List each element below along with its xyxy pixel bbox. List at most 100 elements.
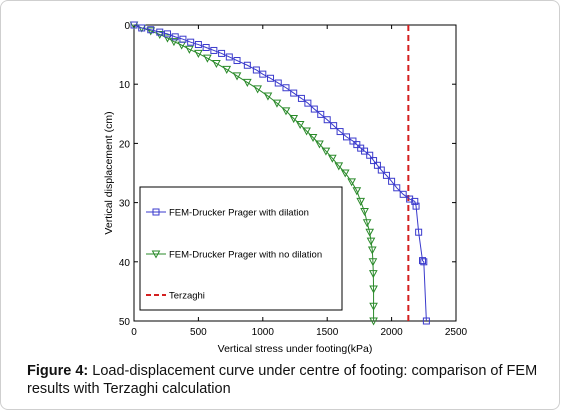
data-point-square [130,21,138,29]
data-point-square [297,94,305,102]
data-point-triangle [222,65,232,74]
data-point-square [282,84,290,92]
x-tick-label: 0 [131,327,137,338]
data-point-square [147,26,155,34]
data-point-square [361,147,369,155]
data-point-triangle [368,258,378,267]
legend-label: Terzaghi [169,291,205,302]
x-axis-label: Vertical stress under footing(kPa) [218,343,373,355]
data-point-triangle [347,178,357,187]
x-tick-label: 1500 [316,327,339,338]
data-point-square [377,166,385,174]
data-point-square [388,177,396,185]
data-point-square [202,43,210,51]
data-point-square [317,110,325,118]
x-tick-label: 2000 [380,327,403,338]
data-point-square [336,128,344,136]
legend-label: FEM-Drucker Prager with no dilation [169,250,322,261]
data-point-square [163,30,171,38]
data-point-square [267,74,275,82]
data-point-square [370,157,378,165]
data-point-triangle [368,270,378,279]
y-tick-label: 40 [119,258,131,269]
data-point-square [411,197,419,205]
legend-box [139,186,343,311]
data-point-square [274,79,282,87]
data-point-square [152,208,160,216]
data-point-square [349,137,357,145]
data-point-triangle [360,207,369,217]
x-tick-label: 2500 [445,327,468,338]
data-point-square [290,89,298,97]
data-point-square [422,317,430,325]
data-point-triangle [243,78,252,87]
data-point-triangle [367,246,377,255]
data-point-square [399,190,407,198]
data-point-square [419,257,427,265]
figure: 0 500 1000 1500 2000 2500 0 10 20 30 40 50 Vertical … [103,21,468,355]
data-point-square [412,202,420,210]
data-point-triangle [369,302,378,311]
data-point-triangle [308,133,318,143]
caption-text: Load-displacement curve under centre of … [27,363,538,397]
legend: FEM-Drucker Prager with dilation FEM-Druc… [139,186,343,311]
data-point-square [252,66,260,74]
data-point-triangle [272,99,282,108]
data-point-square [353,141,361,149]
data-point-square [259,70,267,78]
data-point-square [393,184,401,192]
data-point-square [233,57,241,65]
figure-caption: Figure 4: Load-displacement curve under … [27,362,547,398]
data-point-triangle [302,127,311,136]
data-point-square [382,171,390,179]
data-point-square [179,35,187,43]
data-point-triangle [356,197,366,206]
data-point-square [310,105,318,113]
data-point-square [304,99,312,107]
caption-label: Figure 4: [27,363,89,379]
data-point-triangle [295,120,305,130]
data-point-square [420,258,428,266]
data-point-square [225,53,233,61]
data-point-triangle [163,34,172,43]
data-point-triangle [185,45,194,54]
data-point-triangle [334,162,344,171]
y-tick-label: 50 [119,317,131,328]
data-point-triangle [289,115,299,124]
data-point-triangle [263,92,273,101]
data-point-triangle [169,38,179,47]
data-point-triangle [232,72,242,81]
data-point-square [138,24,146,32]
y-tick-label: 30 [119,199,131,210]
data-point-square [171,33,179,41]
x-tick-label: 500 [190,327,207,338]
data-point-square [187,38,195,46]
data-point-square [156,28,164,36]
legend-label: FEM-Drucker Prager with dilation [169,208,309,219]
data-point-triangle [212,59,221,69]
data-point-square [210,46,218,54]
data-point-triangle [194,49,203,58]
data-point-square [218,49,226,57]
data-point-triangle [366,237,376,246]
data-point-triangle [369,317,378,326]
data-point-square [194,41,202,49]
data-point-triangle [315,140,324,149]
series-0 [130,21,430,325]
data-point-triangle [369,285,378,294]
data-point-triangle [146,27,156,36]
data-point-square [415,228,423,236]
series-layer [129,21,430,326]
y-tick-label: 0 [124,21,130,32]
data-point-square [243,61,251,69]
data-point-triangle [328,154,337,163]
data-point-square [343,133,351,141]
data-point-square [406,195,414,203]
data-point-triangle [203,54,212,63]
y-tick-label: 10 [119,80,131,91]
data-point-triangle [352,187,362,196]
data-point-triangle [321,147,331,156]
load-displacement-chart: 0 500 1000 1500 2000 2500 0 10 20 30 40 50 Vertical … [103,21,468,355]
data-point-triangle [281,107,291,116]
data-point-square [323,116,331,124]
